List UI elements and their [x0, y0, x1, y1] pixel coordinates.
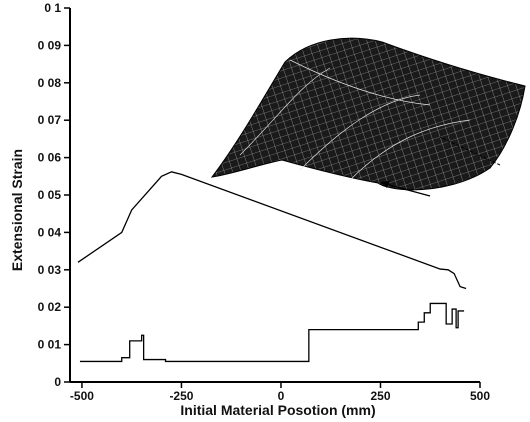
y-tick-label: 0 09 — [38, 38, 62, 52]
series-line-2 — [79, 302, 465, 363]
y-tick-label: 0 08 — [38, 76, 62, 90]
x-tick-label: -250 — [169, 389, 193, 403]
y-tick-label: 0 02 — [38, 300, 62, 314]
x-tick-label: -500 — [70, 389, 94, 403]
y-tick-label: 0 07 — [38, 113, 62, 127]
y-tick-label: 0 06 — [38, 151, 62, 165]
y-tick-label: 0 04 — [38, 225, 62, 239]
x-tick-label: 0 — [278, 389, 285, 403]
y-axis-title: Extensional Strain — [9, 149, 25, 271]
series-line-1 — [77, 171, 467, 290]
mesh-contour-lines — [239, 59, 471, 181]
mesh-surface-image — [210, 37, 526, 197]
x-tick-label: 500 — [470, 389, 490, 403]
mesh-arrow-solid — [381, 182, 431, 197]
series-layer — [77, 171, 467, 363]
y-tick-label: 0 1 — [44, 1, 61, 15]
y-tick-label: 0 03 — [38, 263, 62, 277]
mesh-arrow-head — [380, 181, 390, 188]
y-ticks: 0 0 01 0 02 0 03 0 04 0 05 0 06 0 07 0 08 0 09 0 1 — [38, 1, 70, 389]
y-tick-label: 0 01 — [38, 338, 62, 352]
x-tick-label: 250 — [370, 389, 390, 403]
x-ticks: -500 -250 0 250 500 — [70, 382, 490, 403]
mesh-arrow-dashed — [439, 136, 501, 166]
y-tick-label: 0 05 — [38, 188, 62, 202]
y-tick-label: 0 — [54, 375, 61, 389]
x-axis-title: Initial Material Posotion (mm) — [180, 402, 375, 418]
